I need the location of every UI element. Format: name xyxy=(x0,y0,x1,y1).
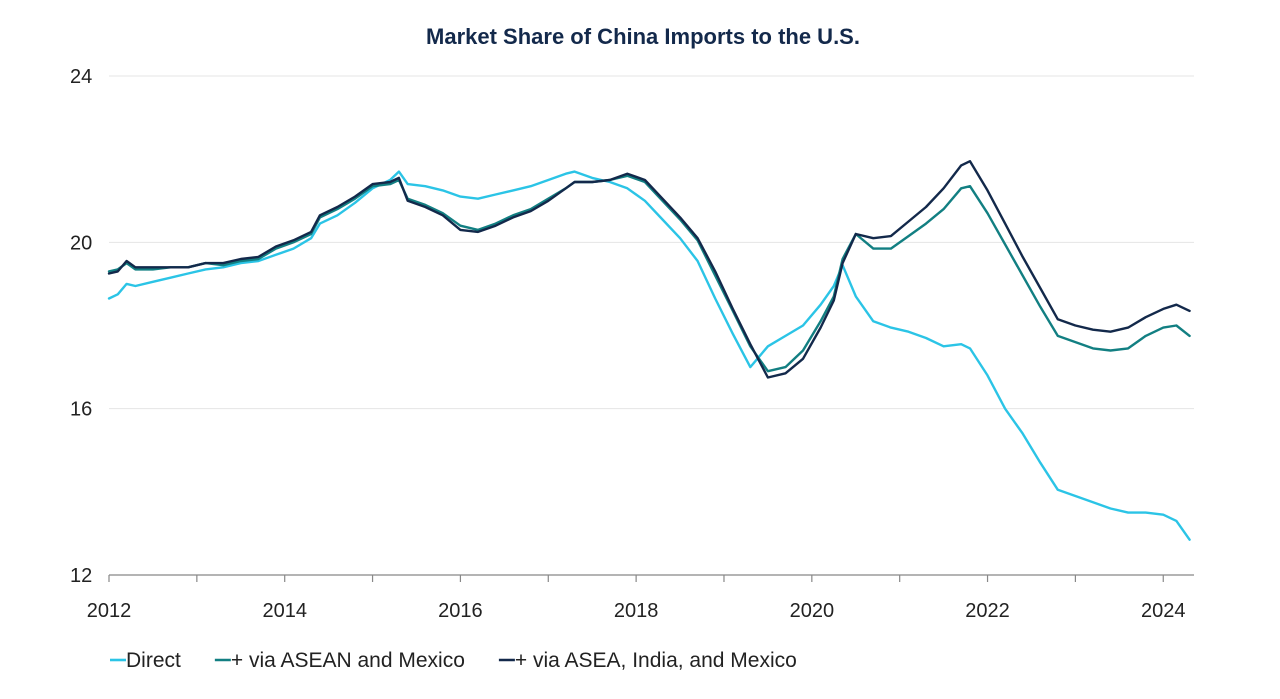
series-lines xyxy=(107,160,1191,541)
legend-item-3: + via ASEA, India, and Mexico xyxy=(498,649,797,672)
y-tick-label-16: 16 xyxy=(70,399,92,421)
y-tick-label-12: 12 xyxy=(70,565,92,587)
x-tick-label-2016: 2016 xyxy=(438,600,483,622)
legend-label-3: + via ASEA, India, and Mexico xyxy=(515,649,797,672)
gridlines xyxy=(109,75,1194,410)
x-tick-label-2022: 2022 xyxy=(965,600,1010,622)
legend-item-1: Direct xyxy=(110,649,181,672)
y-tick-label-24: 24 xyxy=(70,66,92,88)
x-tick-label-2018: 2018 xyxy=(614,600,659,622)
chart-title: Market Share of China Imports to the U.S… xyxy=(426,24,860,49)
legend-label-2: + via ASEAN and Mexico xyxy=(231,649,465,672)
x-tick-label-2020: 2020 xyxy=(790,600,835,622)
x-tick-label-2024: 2024 xyxy=(1141,600,1186,622)
y-tick-label-20: 20 xyxy=(70,232,92,254)
series-line-3 xyxy=(107,160,1191,379)
x-tick-label-2014: 2014 xyxy=(262,600,307,622)
series-line-2 xyxy=(107,174,1191,373)
legend: Direct + via ASEAN and Mexico + via ASEA, … xyxy=(110,649,797,672)
legend-item-2: + via ASEAN and Mexico xyxy=(214,649,465,672)
x-tick-label-2012: 2012 xyxy=(87,600,132,622)
series-line-1 xyxy=(107,170,1191,541)
legend-label-1: Direct xyxy=(126,649,181,672)
